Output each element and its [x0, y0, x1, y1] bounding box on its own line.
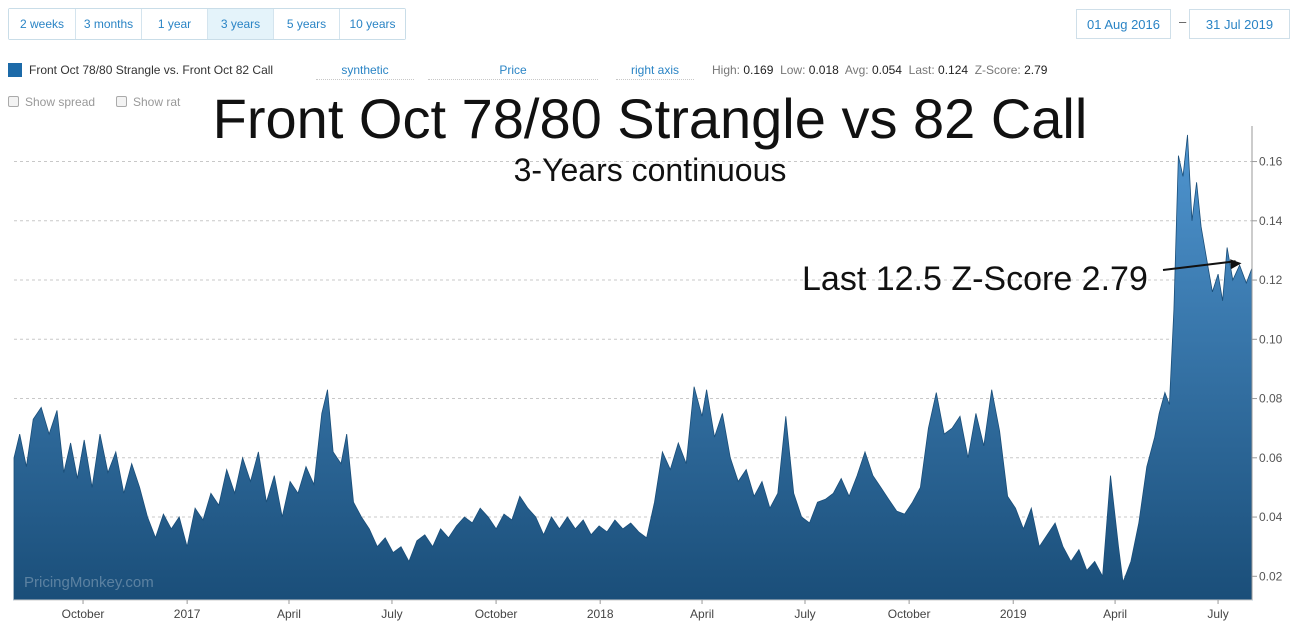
x-tick-label: October: [888, 607, 931, 621]
y-tick-label: 0.12: [1259, 273, 1283, 287]
stat-low-label: Low:: [780, 63, 806, 77]
show-spread-checkbox[interactable]: [8, 96, 19, 107]
x-tick-label: October: [475, 607, 518, 621]
show-spread-toggle[interactable]: Show spread: [8, 95, 95, 109]
show-ratio-toggle[interactable]: Show rat: [116, 95, 180, 109]
series-label: Front Oct 78/80 Strangle vs. Front Oct 8…: [29, 63, 274, 77]
stat-last-label: Last:: [908, 63, 935, 77]
date-from-input[interactable]: 01 Aug 2016: [1076, 9, 1171, 39]
range-button-10-years[interactable]: 10 years: [340, 9, 405, 39]
chart-subtitle: 3-Years continuous: [513, 152, 787, 188]
range-button-1-year[interactable]: 1 year: [142, 9, 208, 39]
stat-zscore-value: 2.79: [1024, 63, 1048, 77]
annotation-arrowhead: [1230, 259, 1242, 270]
chart-title: Front Oct 78/80 Strangle vs 82 Call: [212, 87, 1088, 150]
show-spread-label: Show spread: [25, 95, 96, 109]
y-tick-label: 0.08: [1259, 392, 1283, 406]
y-tick-label: 0.06: [1259, 451, 1283, 465]
range-button-5-years[interactable]: 5 years: [274, 9, 340, 39]
stat-high-value: 0.169: [743, 63, 774, 77]
series-stats: High: 0.169 Low: 0.018 Avg: 0.054 Last: …: [712, 63, 1047, 77]
stat-low-value: 0.018: [808, 63, 839, 77]
stat-avg-value: 0.054: [871, 63, 902, 77]
y-tick-label: 0.14: [1259, 214, 1283, 228]
y-tick-label: 0.02: [1259, 569, 1283, 583]
series-color-swatch: [8, 63, 22, 77]
stat-last-value: 0.124: [938, 63, 969, 77]
x-tick-label: July: [794, 607, 815, 621]
last-value-annotation: Last 12.5 Z-Score 2.79: [802, 260, 1148, 298]
stat-high-label: High:: [712, 63, 741, 77]
annotation-arrow: [1162, 260, 1236, 271]
x-tick-label: 2017: [174, 607, 201, 621]
axis-select[interactable]: right axis: [616, 62, 694, 80]
show-ratio-checkbox[interactable]: [116, 96, 127, 107]
y-tick-label: 0.16: [1259, 155, 1283, 169]
x-tick-label: July: [1207, 607, 1228, 621]
date-separator: –: [1179, 14, 1187, 29]
series-area: [13, 134, 1253, 601]
series-field-select[interactable]: Price: [428, 62, 598, 80]
series-type-select[interactable]: synthetic: [316, 62, 414, 80]
show-ratio-label: Show rat: [133, 95, 181, 109]
range-button-2-weeks[interactable]: 2 weeks: [9, 9, 76, 39]
range-button-3-years[interactable]: 3 years: [208, 9, 274, 39]
range-selector: 2 weeks 3 months 1 year 3 years 5 years …: [8, 8, 406, 40]
x-tick-label: 2018: [587, 607, 614, 621]
x-tick-label: April: [1103, 607, 1127, 621]
watermark: PricingMonkey.com: [24, 574, 154, 591]
x-tick-label: July: [381, 607, 402, 621]
stat-avg-label: Avg:: [844, 63, 869, 77]
x-tick-label: April: [690, 607, 714, 621]
x-tick-label: April: [277, 607, 301, 621]
x-tick-label: October: [62, 607, 105, 621]
y-tick-label: 0.10: [1259, 332, 1283, 346]
range-button-3-months[interactable]: 3 months: [76, 9, 142, 39]
x-tick-label: 2019: [1000, 607, 1027, 621]
stat-zscore-label: Z-Score:: [974, 63, 1021, 77]
date-to-input[interactable]: 31 Jul 2019: [1189, 9, 1290, 39]
y-tick-label: 0.04: [1259, 510, 1283, 524]
